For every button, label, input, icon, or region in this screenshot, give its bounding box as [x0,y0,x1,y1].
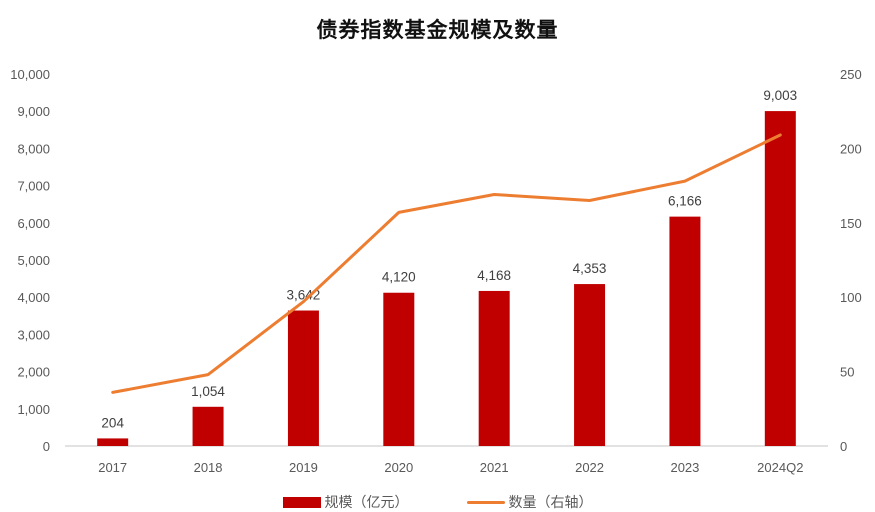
bar-data-labels: 204 1,054 3,642 4,120 4,168 4,353 6,166 9,003 [101,88,797,430]
left-tick-label: 4,000 [17,290,50,305]
legend-item-bar: 规模（亿元） [282,492,409,512]
legend-item-line: 数量（右轴） [466,492,593,512]
right-tick-label: 200 [840,141,862,156]
left-tick-label: 1,000 [17,402,50,417]
x-tick-label: 2020 [384,460,413,475]
x-tick-label: 2019 [289,460,318,475]
bar-data-label: 204 [101,415,124,430]
legend: 规模（亿元） 数量（右轴） [0,492,875,512]
legend-label-line: 数量（右轴） [508,495,593,511]
bar-data-label: 9,003 [763,88,797,103]
left-tick-label: 10,000 [10,67,50,82]
x-tick-label: 2017 [98,460,127,475]
line-swatch-icon [466,500,505,504]
x-tick-label: 2021 [480,460,509,475]
left-tick-label: 0 [43,439,50,454]
x-tick-label: 2022 [575,460,604,475]
x-tick-label: 2023 [670,460,699,475]
x-axis-ticks: 2017 2018 2019 2020 2021 2022 2023 2024Q2 [98,460,803,475]
left-tick-label: 2,000 [17,365,50,380]
bar [574,284,606,446]
left-tick-label: 9,000 [17,104,50,119]
x-tick-label: 2018 [194,460,223,475]
bar [383,292,415,446]
bar [764,111,796,446]
bar-data-label: 4,120 [382,270,416,285]
bar [669,216,701,446]
left-tick-label: 6,000 [17,216,50,231]
right-tick-label: 100 [840,290,862,305]
right-tick-label: 250 [840,67,862,82]
bar-series [97,111,796,446]
bar-data-label: 4,168 [477,268,511,283]
bar-data-label: 4,353 [573,261,607,276]
right-tick-label: 50 [840,365,854,380]
chart-title: 债券指数基金规模及数量 [316,18,559,42]
bar-data-label: 3,642 [287,288,321,303]
bar [478,290,510,446]
legend-label-bar: 规模（亿元） [324,495,409,511]
bar-swatch-icon [282,496,321,508]
left-tick-label: 5,000 [17,253,50,268]
line-series [111,133,782,394]
left-tick-label: 3,000 [17,327,50,342]
left-tick-label: 7,000 [17,179,50,194]
bar [287,310,319,446]
right-tick-label: 150 [840,216,862,231]
left-axis-ticks: 0 1,000 2,000 3,000 4,000 5,000 6,000 7,000 8,00… [10,67,50,454]
right-axis-ticks: 0 50 100 150 200 250 [840,67,862,454]
x-tick-label: 2024Q2 [757,460,803,475]
bar-data-label: 6,166 [668,194,702,209]
bar [97,438,129,446]
left-tick-label: 8,000 [17,141,50,156]
right-tick-label: 0 [840,439,847,454]
bar [192,406,224,446]
bar-data-label: 1,054 [191,384,225,399]
